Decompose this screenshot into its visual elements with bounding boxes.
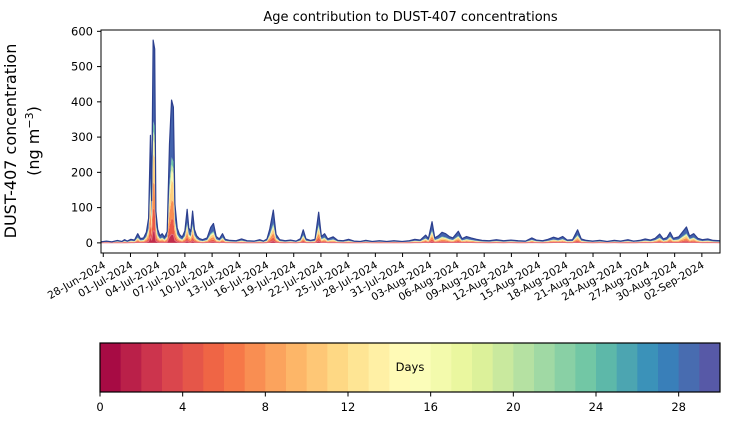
- unit-suffix: ): [24, 106, 43, 112]
- generated-chart-content: 010020030040050060028-Jun-202401-Jul-202…: [46, 24, 721, 414]
- colorbar-cell: [203, 343, 225, 392]
- colorbar-cell: [472, 343, 494, 392]
- colorbar-tick-label: 12: [341, 400, 356, 414]
- colorbar-cell: [389, 343, 411, 392]
- stacked-area-layers: [100, 39, 721, 244]
- y-tick-label: 100: [71, 201, 93, 215]
- chart-title: Age contribution to DUST-407 concentrati…: [263, 10, 558, 25]
- colorbar: 0 4 8 12 16 20 24 28: [96, 342, 721, 414]
- plot-border: [100, 29, 721, 254]
- colorbar-cell: [306, 343, 328, 392]
- colorbar-cell: [141, 343, 163, 392]
- young-age-boundary-line: [100, 230, 721, 244]
- colorbar-tick-label: 28: [671, 400, 686, 414]
- colorbar-cell: [534, 343, 556, 392]
- colorbar-cell: [554, 343, 576, 392]
- colorbar-cell: [348, 343, 370, 392]
- colorbar-cell: [327, 343, 349, 392]
- colorbar-cell: [120, 343, 142, 392]
- unit-superscript: −3: [23, 112, 36, 128]
- colorbar-cell: [596, 343, 618, 392]
- colorbar-cell: [410, 343, 432, 392]
- colorbar-cell: [637, 343, 659, 392]
- y-tick-label: 600: [71, 24, 93, 38]
- colorbar-tick-label: 8: [262, 400, 269, 414]
- y-tick-label: 400: [71, 95, 93, 109]
- colorbar-tick-label: 16: [423, 400, 438, 414]
- colorbar-cell: [699, 343, 721, 392]
- colorbar-cell: [100, 343, 122, 392]
- total-envelope-line: [100, 39, 721, 243]
- colorbar-tick-label: 4: [179, 400, 186, 414]
- y-axis-label: DUST-407 concentration: [1, 44, 20, 239]
- colorbar-cell: [430, 343, 452, 392]
- colorbar-cell: [513, 343, 535, 392]
- y-tick-label: 300: [71, 130, 93, 144]
- colorbar-cell: [286, 343, 308, 392]
- colorbar-cell: [244, 343, 266, 392]
- colorbar-cell: [616, 343, 638, 392]
- y-tick-label: 0: [86, 236, 93, 250]
- colorbar-cell: [658, 343, 680, 392]
- colorbar-tick-label: 0: [96, 400, 103, 414]
- y-axis-unit-label: (ng m−3): [23, 106, 43, 176]
- colorbar-cell: [492, 343, 514, 392]
- colorbar-cell: [678, 343, 700, 392]
- colorbar-tick-label: 20: [506, 400, 521, 414]
- colorbar-cell: [182, 343, 204, 392]
- colorbar-cell: [451, 343, 473, 392]
- y-tick-label: 500: [71, 60, 93, 74]
- area-layer-age-24-30-days: [101, 40, 720, 243]
- colorbar-cell: [575, 343, 597, 392]
- colorbar-cell: [224, 343, 246, 392]
- y-tick-label: 200: [71, 165, 93, 179]
- colorbar-border: [99, 342, 721, 393]
- colorbar-cell: [368, 343, 390, 392]
- x-axis: 28-Jun-202401-Jul-202404-Jul-202407-Jul-…: [46, 253, 707, 304]
- colorbar-tick-label: 24: [589, 400, 604, 414]
- y-axis: 0 100 200 300 400 500 600: [71, 24, 101, 250]
- unit-prefix: (ng m: [24, 129, 43, 176]
- colorbar-cell: [162, 343, 184, 392]
- colorbar-label: Days: [396, 360, 425, 374]
- colorbar-cell: [265, 343, 287, 392]
